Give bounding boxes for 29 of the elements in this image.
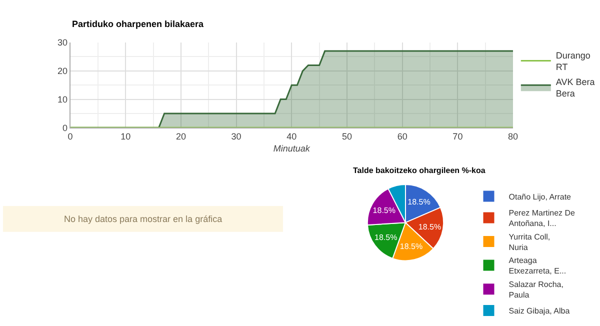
- x-tick-label: 60: [397, 131, 408, 142]
- legend-label: Perez Martinez De Antoñana, I...: [508, 208, 576, 228]
- y-tick-label: 10: [57, 94, 68, 104]
- x-tick-label: 40: [286, 131, 297, 142]
- x-tick-label: 50: [342, 131, 352, 142]
- data-label: 18.5%: [408, 198, 430, 207]
- legend-label: Salazar Rocha, Paula: [508, 280, 564, 300]
- legend-label: Otaño Lijo, Arrate: [508, 192, 572, 202]
- x-tick-label: 70: [452, 131, 463, 142]
- x-tick-label: 30: [231, 131, 242, 142]
- x-tick-label: 20: [176, 131, 186, 142]
- chart-title: Partiduko oharpenen bilakaera: [72, 19, 205, 29]
- y-tick-label: 0: [62, 122, 68, 133]
- x-tick-label: 80: [508, 131, 518, 142]
- y-tick-label: 20: [57, 66, 68, 76]
- legend-label: Durango RT: [556, 50, 590, 72]
- legend-label: Yurrita Coll, Nuria: [508, 232, 550, 252]
- x-tick-label: 10: [120, 131, 131, 142]
- data-label: 18.5%: [372, 206, 396, 215]
- data-label: 18.5%: [374, 232, 398, 242]
- text: No hay datos para mostrar en la gráfica: [64, 214, 222, 224]
- data-label: 18.5%: [418, 222, 442, 232]
- legend-label: Arteaga Etxezarreta, E...: [508, 256, 566, 276]
- x-axis-title: Minutuak: [273, 143, 310, 154]
- chart-title: Talde bakoitzeko ohargileen %-koa: [353, 166, 486, 175]
- legend-label: Saiz Gibaja, Alba: [508, 306, 570, 316]
- y-tick-label: 30: [57, 38, 68, 48]
- data-label: 18.5%: [400, 242, 423, 252]
- legend-label: AVK Bera Bera: [556, 76, 595, 98]
